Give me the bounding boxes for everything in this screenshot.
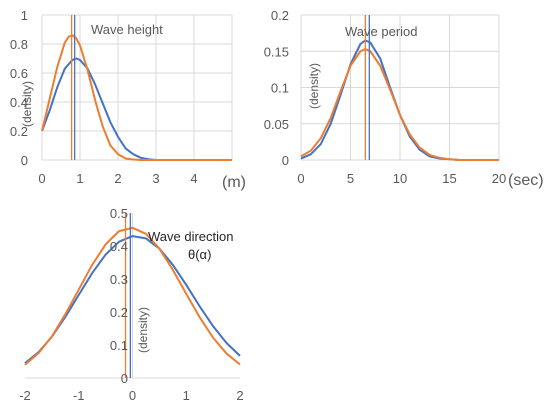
wave-height-x-tick-label-0: 0 xyxy=(38,171,45,186)
wave-height-grid xyxy=(41,14,233,161)
wave-direction-y-tick-label-1: 0.1 xyxy=(110,338,128,353)
wave-direction-x-tick-label-2: 0 xyxy=(129,388,136,403)
wave-period-chart: 0 0.05 0.1 0.15 0.2 0 5 10 15 20 Wave period (den… xyxy=(264,8,544,189)
wave-direction-y-tick-label-4: 0.4 xyxy=(110,239,128,254)
wave-height-ticks: 0 0.2 0.4 0.6 0.8 1 0 1 2 3 4 xyxy=(10,8,198,186)
wave-height-y-tick-label-3: 0.6 xyxy=(10,66,28,81)
wave-height-xlabel: (m) xyxy=(222,174,246,191)
wave-period-y-tick-label-1: 0.05 xyxy=(264,117,289,132)
wave-height-y-tick-label-5: 1 xyxy=(21,8,28,23)
wave-period-y-tick-label-2: 0.1 xyxy=(271,81,289,96)
wave-height-series-line-0 xyxy=(41,57,232,161)
wave-period-y-tick-label-0: 0 xyxy=(282,153,289,168)
wave-period-xlabel: (sec) xyxy=(508,172,544,189)
wave-height-y-tick-label-2: 0.4 xyxy=(10,95,28,110)
wave-direction-x-tick-label-3: 1 xyxy=(183,388,190,403)
wave-height-x-tick-label-4: 4 xyxy=(190,171,197,186)
wave-height-x-tick-label-2: 2 xyxy=(114,171,121,186)
wave-height-x-tick-label-3: 3 xyxy=(152,171,159,186)
wave-height-x-tick-label-1: 1 xyxy=(76,171,83,186)
wave-height-y-tick-label-4: 0.8 xyxy=(10,37,28,52)
wave-height-title: Wave height xyxy=(91,22,163,37)
wave-height-series xyxy=(41,34,232,161)
wave-height-ylabel: (density) xyxy=(20,81,34,127)
wave-height-mean-lines xyxy=(70,15,76,160)
wave-height-series-line-1 xyxy=(41,34,232,161)
wave-direction-y-tick-label-2: 0.2 xyxy=(110,305,128,320)
wave-period-x-tick-label-1: 5 xyxy=(347,171,354,186)
wave-direction-series-line-1 xyxy=(24,226,241,366)
wave-direction-y-tick-label-5: 0.5 xyxy=(110,206,128,221)
wave-direction-subtitle: θ(α) xyxy=(188,247,211,262)
wave-height-y-tick-label-0: 0 xyxy=(21,153,28,168)
wave-direction-chart: 0 0.1 0.2 0.3 0.4 0.5 -2 -1 0 1 2 Wave direction θ… xyxy=(19,206,243,403)
wave-direction-title: Wave direction xyxy=(148,229,234,244)
wave-period-series-line-1 xyxy=(300,48,499,161)
wave-direction-mean-lines xyxy=(124,213,132,378)
wave-direction-series xyxy=(24,226,241,366)
wave-period-x-tick-label-0: 0 xyxy=(297,171,304,186)
wave-period-ylabel: (density) xyxy=(307,63,321,109)
wave-period-mean-lines xyxy=(364,15,370,160)
wave-direction-y-tick-label-0: 0 xyxy=(121,371,128,386)
wave-direction-ylabel: (density) xyxy=(136,307,150,353)
wave-period-x-tick-label-4: 20 xyxy=(492,171,506,186)
wave-direction-ticks: 0 0.1 0.2 0.3 0.4 0.5 -2 -1 0 1 2 xyxy=(19,206,243,403)
wave-height-chart: 0 0.2 0.4 0.6 0.8 1 0 1 2 3 4 Wave height (density… xyxy=(10,8,246,191)
wave-period-series xyxy=(300,39,499,161)
wave-direction-x-tick-label-1: -1 xyxy=(73,388,85,403)
wave-period-ticks: 0 0.05 0.1 0.15 0.2 0 5 10 15 20 xyxy=(264,8,507,186)
wave-period-x-tick-label-2: 10 xyxy=(393,171,407,186)
wave-height-y-tick-label-1: 0.2 xyxy=(10,124,28,139)
wave-period-title: Wave period xyxy=(345,24,418,39)
wave-direction-y-tick-label-3: 0.3 xyxy=(110,272,128,287)
wave-period-y-tick-label-3: 0.15 xyxy=(264,44,289,59)
wave-direction-axis xyxy=(25,213,240,379)
wave-period-y-tick-label-4: 0.2 xyxy=(271,8,289,23)
wave-direction-x-tick-label-4: 2 xyxy=(236,388,243,403)
wave-period-grid xyxy=(300,14,500,161)
wave-period-x-tick-label-3: 15 xyxy=(442,171,456,186)
wave-direction-x-tick-label-0: -2 xyxy=(19,388,31,403)
